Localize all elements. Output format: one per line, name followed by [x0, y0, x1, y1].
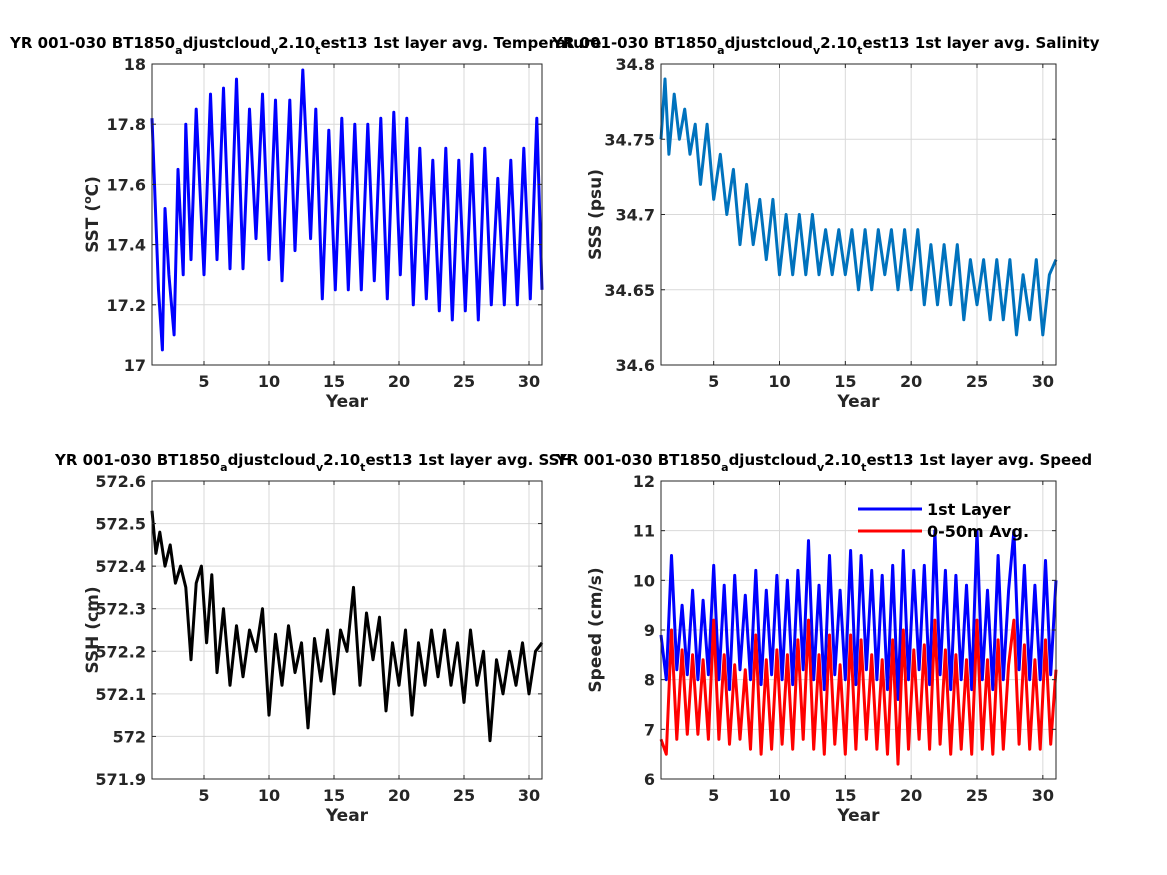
panel-temperature: YR 001-030 BT1850adjustcloudv2.10test13 … [9, 34, 601, 412]
temperature-y-tick-label: 17.4 [107, 236, 146, 255]
salinity-y-tick-label: 34.65 [604, 281, 655, 300]
panel-temperature-x-ticks: 5 10 15 20 25 30 [198, 64, 540, 391]
panel-temperature-y-ticks: 17 17.2 17.4 17.6 17.8 18 [107, 55, 542, 375]
ssh-y-tick-label: 572.3 [95, 600, 146, 619]
salinity-y-tick-label: 34.7 [616, 206, 655, 225]
speed-y-tick-label: 11 [633, 522, 655, 541]
temperature-x-tick-label: 20 [388, 372, 410, 391]
salinity-x-tick-label: 30 [1032, 372, 1054, 391]
panel-temperature-axes-box [151, 63, 543, 366]
temperature-x-tick-label: 15 [323, 372, 345, 391]
salinity-y-tick-label: 34.8 [616, 55, 655, 74]
panel-temperature-y-label: SST (oC) [81, 176, 103, 253]
salinity-y-tick-label: 34.75 [604, 130, 655, 149]
speed-x-tick-label: 15 [834, 786, 856, 805]
panel-ssh-axes-box [151, 480, 543, 780]
panel-temperature-title: YR 001-030 BT1850adjustcloudv2.10test13 … [9, 34, 601, 57]
panel-ssh-title: YR 001-030 BT1850adjustcloudv2.10test13 … [54, 451, 572, 474]
salinity-x-tick-label: 5 [708, 372, 719, 391]
ssh-y-tick-label: 572.1 [95, 685, 146, 704]
ssh-series-line [150, 510, 544, 743]
panel-salinity-y-ticks: 34.6 34.65 34.7 34.75 34.8 [604, 55, 1056, 375]
temperature-y-tick-label: 17 [124, 356, 146, 375]
speed-y-tick-label: 7 [644, 720, 655, 739]
panel-temperature-x-label: Year [325, 392, 369, 412]
speed-y-tick-label: 9 [644, 621, 655, 640]
temperature-x-tick-label: 5 [198, 372, 209, 391]
panel-ssh-y-ticks: 571.9 572 572.1 572.2 572.3 572.4 572.5 572.6 [95, 472, 542, 789]
temperature-y-tick-label: 18 [124, 55, 146, 74]
speed-y-tick-label: 12 [633, 472, 655, 491]
panel-speed-title: YR 001-030 BT1850adjustcloudv2.10test13 … [555, 451, 1092, 474]
ssh-x-tick-label: 5 [198, 786, 209, 805]
salinity-x-tick-label: 20 [900, 372, 922, 391]
temperature-y-tick-label: 17.8 [107, 115, 146, 134]
ssh-y-tick-label: 571.9 [95, 770, 146, 789]
speed-y-tick-label: 10 [633, 571, 655, 590]
salinity-x-tick-label: 10 [768, 372, 790, 391]
temperature-x-tick-label: 30 [518, 372, 540, 391]
panel-salinity-x-label: Year [836, 392, 880, 412]
panel-speed-y-ticks: 6 7 8 9 10 11 12 [633, 472, 1056, 789]
panel-speed-y-label: Speed (cm/s) [586, 567, 606, 692]
ssh-y-tick-label: 572.4 [95, 557, 146, 576]
legend: 1st Layer 0-50m Avg. [858, 500, 1029, 541]
speed-x-tick-label: 20 [900, 786, 922, 805]
panel-salinity-y-label: SSS (psu) [586, 169, 606, 260]
speed-0-50m-avg-line [659, 618, 1058, 766]
temperature-x-tick-label: 10 [258, 372, 280, 391]
salinity-x-tick-label: 15 [834, 372, 856, 391]
speed-y-tick-label: 8 [644, 671, 655, 690]
panel-speed-x-label: Year [836, 806, 880, 826]
ssh-y-tick-label: 572.6 [95, 472, 146, 491]
panel-salinity: YR 001-030 BT1850adjustcloudv2.10test13 … [551, 34, 1100, 412]
temperature-x-tick-label: 25 [453, 372, 475, 391]
panel-speed: YR 001-030 BT1850adjustcloudv2.10test13 … [555, 451, 1092, 826]
legend-label-first-layer: 1st Layer [927, 500, 1011, 519]
speed-x-tick-label: 25 [966, 786, 988, 805]
panel-speed-x-ticks: 5 10 15 20 25 30 [708, 481, 1054, 805]
temperature-series-line [150, 68, 544, 352]
salinity-x-tick-label: 25 [966, 372, 988, 391]
panel-ssh-x-ticks: 5 10 15 20 25 30 [198, 481, 540, 805]
legend-label-0-50m-avg: 0-50m Avg. [927, 522, 1029, 541]
ssh-y-tick-label: 572 [113, 727, 146, 746]
panel-salinity-x-ticks: 5 10 15 20 25 30 [708, 64, 1054, 391]
speed-x-tick-label: 10 [768, 786, 790, 805]
ssh-x-tick-label: 15 [323, 786, 345, 805]
panel-salinity-title: YR 001-030 BT1850adjustcloudv2.10test13 … [551, 34, 1100, 57]
salinity-series-line [659, 77, 1058, 337]
speed-x-tick-label: 5 [708, 786, 719, 805]
panel-ssh-y-label: SSH (cm) [83, 586, 103, 673]
panel-ssh-x-label: Year [325, 806, 369, 826]
ssh-x-tick-label: 30 [518, 786, 540, 805]
temperature-y-tick-label: 17.6 [107, 175, 146, 194]
ssh-x-tick-label: 20 [388, 786, 410, 805]
salinity-y-tick-label: 34.6 [616, 356, 655, 375]
speed-first-layer-line [659, 529, 1058, 701]
ssh-x-tick-label: 10 [258, 786, 280, 805]
temperature-y-tick-label: 17.2 [107, 296, 146, 315]
ssh-y-tick-label: 572.2 [95, 642, 146, 661]
panel-ssh: YR 001-030 BT1850adjustcloudv2.10test13 … [54, 451, 572, 826]
ssh-y-tick-label: 572.5 [95, 515, 146, 534]
speed-x-tick-label: 30 [1032, 786, 1054, 805]
speed-y-tick-label: 6 [644, 770, 655, 789]
ssh-x-tick-label: 25 [453, 786, 475, 805]
